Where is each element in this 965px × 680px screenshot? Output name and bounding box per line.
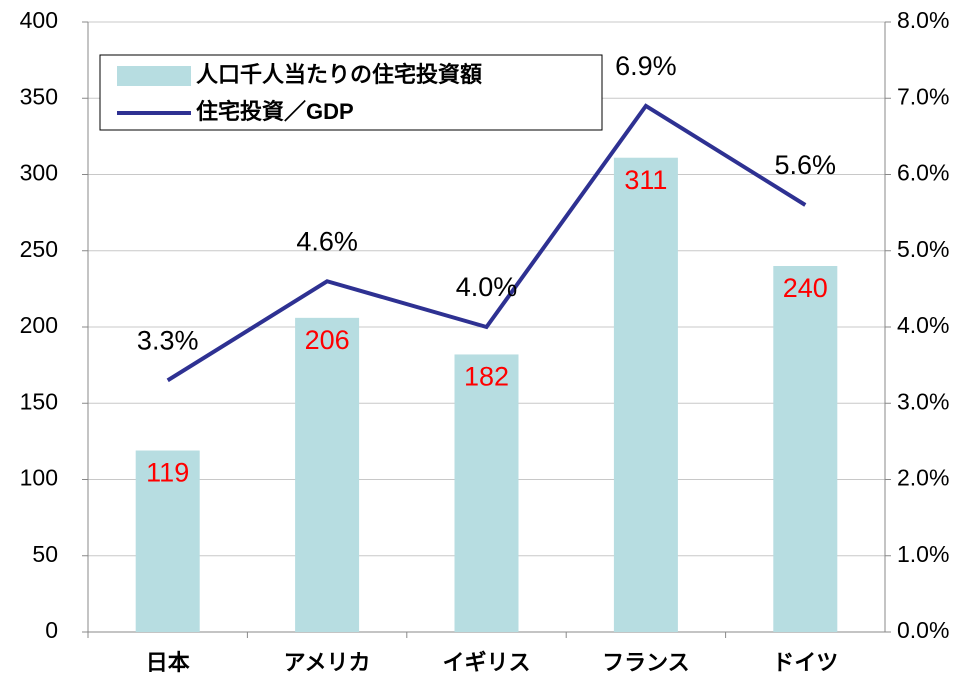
x-tick-label: 日本 — [146, 650, 190, 675]
y2-tick-label: 1.0% — [897, 541, 949, 567]
legend-swatch — [117, 66, 191, 86]
line — [166, 103, 807, 383]
y-tick-label: 0 — [45, 617, 58, 643]
y2-tick-label: 7.0% — [897, 83, 949, 109]
y-tick-label: 150 — [20, 388, 58, 414]
bar — [773, 266, 838, 632]
y2-tick-label: 5.0% — [897, 236, 949, 262]
bar — [295, 317, 360, 632]
line-value-label: 4.0% — [456, 272, 518, 302]
x-tick-label: アメリカ — [284, 650, 371, 675]
y-tick-label: 250 — [20, 236, 58, 262]
legend-label: 人口千人当たりの住宅投資額 — [196, 62, 482, 87]
y2-tick-label: 2.0% — [897, 465, 949, 491]
line-value-label: 3.3% — [137, 326, 199, 356]
x-tick-label: フランス — [602, 650, 690, 675]
x-tick-label: イギリス — [442, 650, 530, 675]
bar — [613, 157, 678, 632]
y-tick-label: 400 — [20, 7, 58, 33]
legend-label: 住宅投資／GDP — [196, 99, 354, 124]
y-tick-label: 200 — [20, 312, 58, 338]
y-tick-label: 100 — [20, 465, 58, 491]
y2-tick-label: 6.0% — [897, 160, 949, 186]
bar-value-label: 311 — [624, 165, 667, 195]
line-value-label: 5.6% — [775, 150, 837, 180]
y2-tick-label: 4.0% — [897, 312, 949, 338]
x-tick-label: ドイツ — [772, 650, 838, 675]
bar-value-label: 182 — [464, 362, 509, 392]
y-tick-label: 300 — [20, 160, 58, 186]
bar-value-label: 206 — [305, 325, 350, 355]
y2-tick-label: 3.0% — [897, 388, 949, 414]
line-value-label: 4.6% — [296, 226, 358, 256]
line-value-label: 6.9% — [615, 51, 677, 81]
y-tick-label: 50 — [32, 541, 58, 567]
y-tick-label: 350 — [20, 83, 58, 109]
bar-value-label: 119 — [146, 458, 189, 488]
bar — [454, 354, 519, 632]
bar-value-label: 240 — [783, 273, 828, 303]
y2-tick-label: 8.0% — [897, 7, 949, 33]
y2-tick-label: 0.0% — [897, 617, 949, 643]
bar — [135, 450, 200, 632]
